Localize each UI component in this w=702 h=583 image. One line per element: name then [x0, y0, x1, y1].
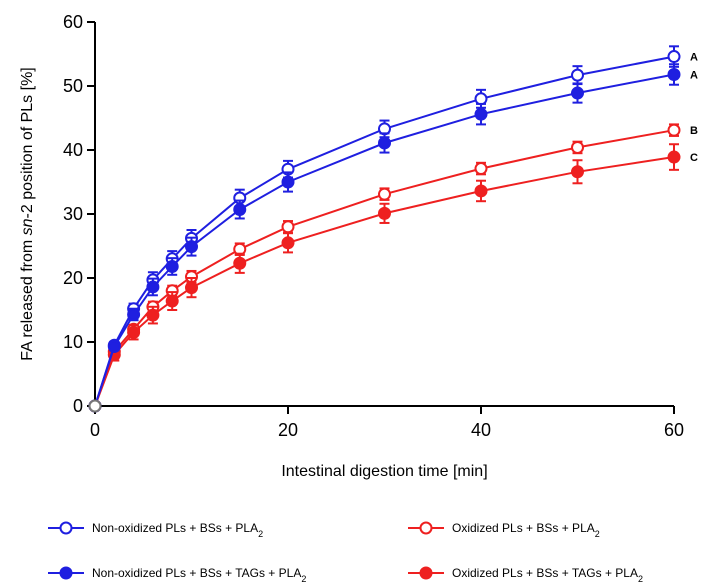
y-tick-label: 60: [63, 12, 83, 32]
y-tick-label: 10: [63, 332, 83, 352]
legend-item-3: Non-oxidized PLs + BSs + TAGs + PLA2: [48, 566, 306, 583]
data-point: [127, 325, 141, 339]
axis-ticks: 0 10 20 30 40 50 60 0 20 40 60: [63, 12, 684, 440]
legend-label-main: Oxidized PLs + BSs + TAGs + PLA: [452, 566, 638, 580]
data-point: [571, 86, 584, 100]
data-point: [667, 50, 681, 64]
legend-label: Non-oxidized PLs + BSs + TAGs + PLA2: [92, 566, 306, 583]
legend-label: Oxidized PLs + BSs + PLA2: [452, 521, 600, 539]
series-group: B C AA: [88, 45, 698, 413]
series-line: [94, 55, 675, 407]
data-point: [185, 281, 198, 295]
x-tick-label: 20: [278, 420, 298, 440]
legend-label-sub: 2: [301, 574, 306, 583]
y-tick-label: 0: [73, 396, 83, 416]
data-point: [474, 184, 488, 198]
x-tick-label: 60: [664, 420, 684, 440]
data-point: [185, 240, 198, 254]
data-point: [146, 280, 160, 294]
series-line: [94, 129, 675, 407]
data-point: [146, 308, 160, 322]
data-point: [378, 206, 391, 220]
data-point: [233, 203, 247, 217]
data-point: [474, 107, 488, 121]
series-4: C: [88, 143, 698, 413]
legend-label-main: Oxidized PLs + BSs + PLA: [452, 521, 595, 535]
legend-item-4: Oxidized PLs + BSs + TAGs + PLA2: [408, 566, 643, 583]
data-point: [571, 140, 584, 154]
data-point: [571, 68, 584, 82]
data-point: [667, 67, 681, 81]
x-axis-label: Intestinal digestion time [min]: [281, 463, 487, 480]
legend-item-1: Non-oxidized PLs + BSs + PLA2: [48, 521, 263, 539]
significance-letter: A: [690, 52, 698, 64]
significance-letter: A: [690, 69, 698, 81]
legend-marker: [59, 566, 73, 580]
y-axis-label-part1: FA released from: [19, 235, 36, 360]
legend-label-sub: 2: [258, 529, 263, 539]
data-point: [233, 256, 247, 270]
legend-marker: [419, 521, 433, 535]
y-axis-label: FA released from sn-2 position of PLs [%…: [19, 67, 36, 360]
legend-label-main: Non-oxidized PLs + BSs + TAGs + PLA: [92, 566, 301, 580]
data-point: [165, 294, 179, 308]
x-tick-label: 40: [471, 420, 491, 440]
legend-label: Non-oxidized PLs + BSs + PLA2: [92, 521, 263, 539]
significance-letter: B: [690, 125, 698, 137]
data-point: [165, 259, 179, 273]
y-axis-label-italic: sn: [19, 218, 36, 235]
series-1: A: [88, 45, 698, 413]
data-point: [281, 236, 295, 250]
legend: Non-oxidized PLs + BSs + PLA2 Oxidized PL…: [48, 521, 643, 583]
series-3: A: [88, 63, 698, 413]
y-axis-label-part2: -2 position of PLs [%]: [19, 67, 36, 218]
legend-marker: [59, 521, 73, 535]
legend-label-main: Non-oxidized PLs + BSs + PLA: [92, 521, 258, 535]
significance-letter: C: [690, 152, 698, 164]
legend-label: Oxidized PLs + BSs + TAGs + PLA2: [452, 566, 643, 583]
data-point: [107, 339, 121, 353]
data-point: [474, 162, 488, 176]
origin-point: [88, 399, 102, 413]
y-tick-label: 50: [63, 76, 83, 96]
legend-label-sub: 2: [595, 529, 600, 539]
data-point: [474, 92, 488, 106]
data-point: [127, 307, 141, 321]
data-point: [667, 150, 681, 164]
legend-item-2: Oxidized PLs + BSs + PLA2: [408, 521, 600, 539]
data-point: [281, 175, 295, 189]
data-point: [378, 136, 391, 150]
legend-label-sub: 2: [638, 574, 643, 583]
legend-marker: [419, 566, 433, 580]
y-tick-label: 20: [63, 268, 83, 288]
y-tick-label: 40: [63, 140, 83, 160]
data-point: [571, 165, 584, 179]
data-point: [281, 220, 295, 234]
data-point: [667, 123, 681, 137]
data-point: [378, 187, 391, 201]
x-tick-label: 0: [90, 420, 100, 440]
y-tick-label: 30: [63, 204, 83, 224]
